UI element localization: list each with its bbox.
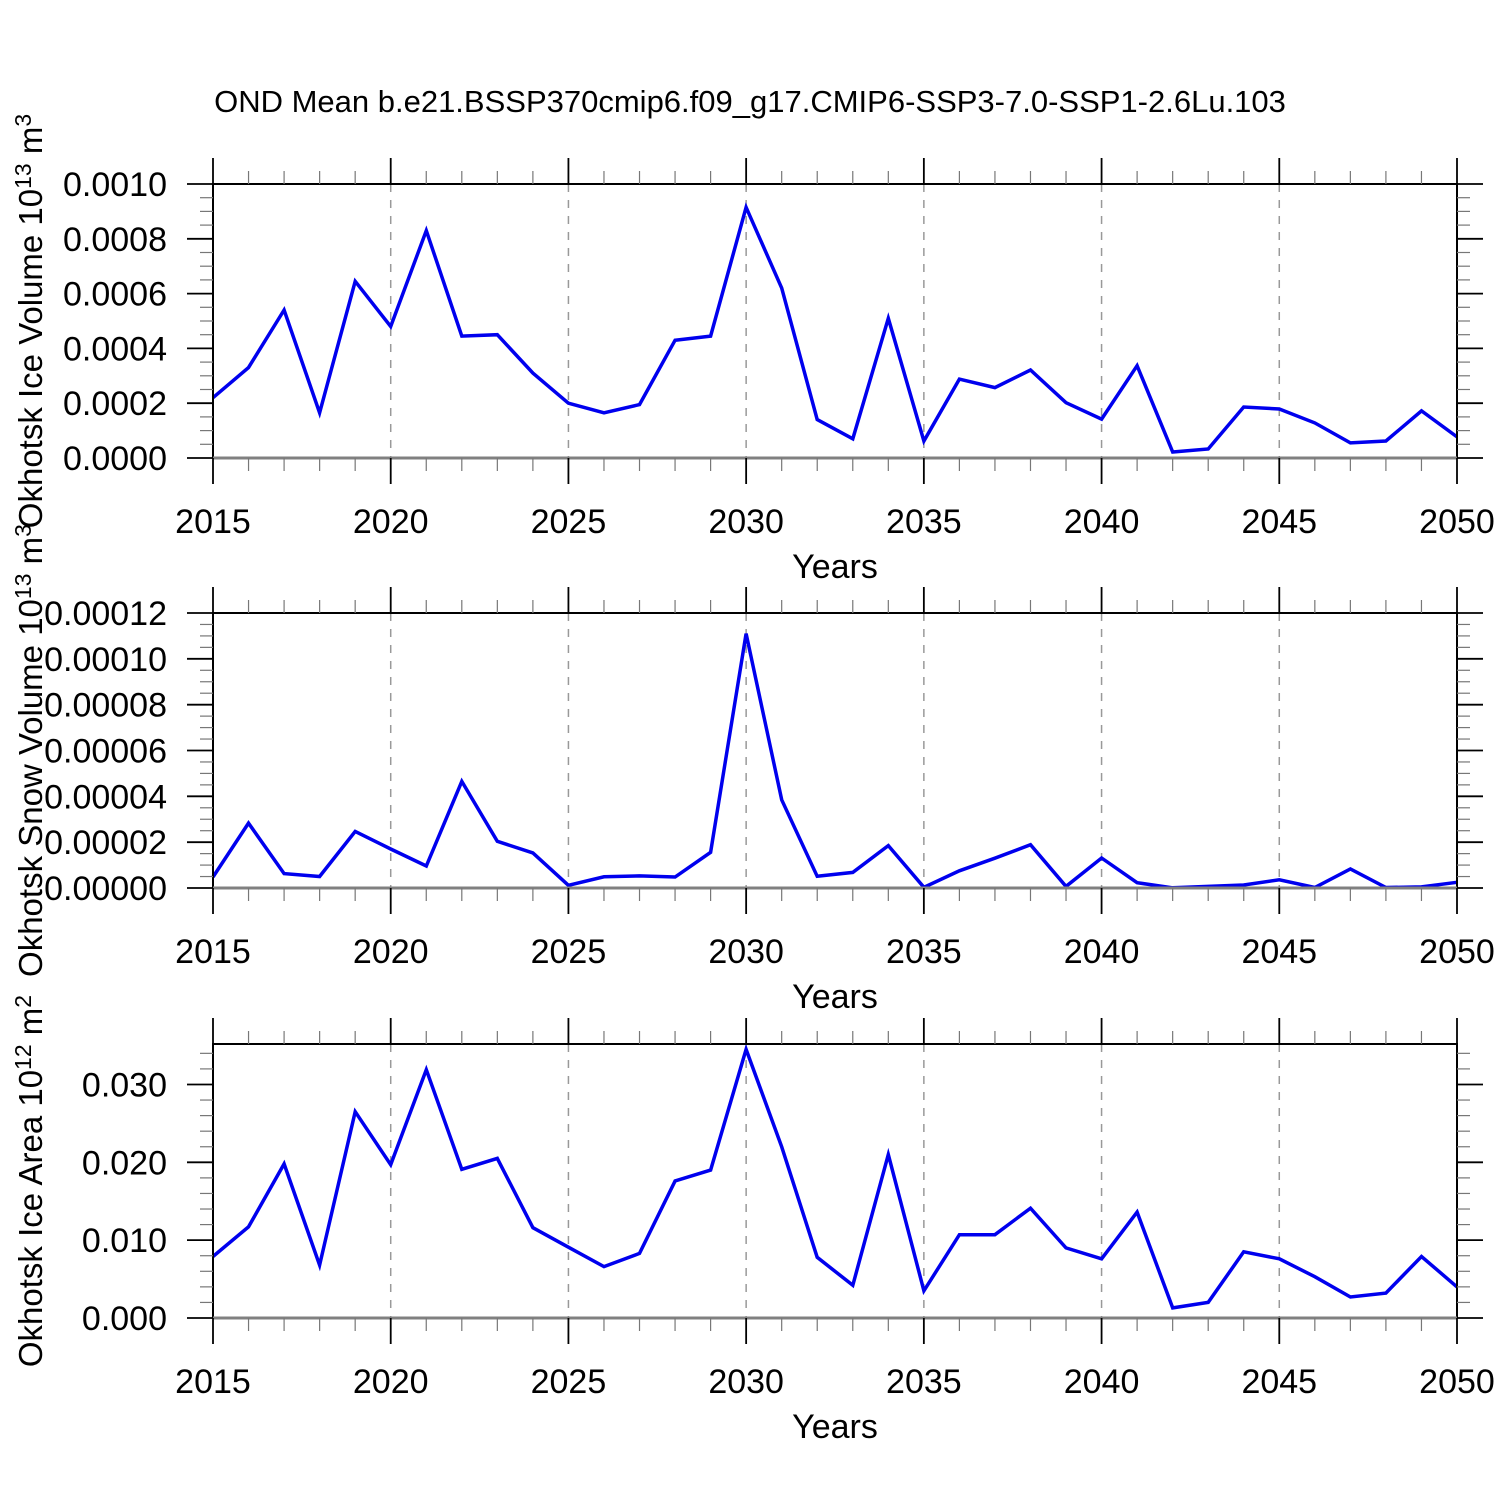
y-tick-label: 0.0006 — [63, 276, 167, 314]
y-axis-title: Okhotsk Ice Volume 1013​ m3​ — [10, 114, 49, 528]
x-tick-label: 2025 — [531, 933, 607, 971]
x-axis-title: Years — [792, 978, 878, 1016]
x-tick-label: 2045 — [1241, 503, 1317, 541]
x-tick-label: 2050 — [1419, 503, 1495, 541]
x-tick-label: 2045 — [1241, 933, 1317, 971]
x-tick-label: 2050 — [1419, 1363, 1495, 1401]
y-tick-label: 0.00008 — [44, 687, 167, 725]
x-tick-label: 2040 — [1064, 1363, 1140, 1401]
y-tick-label: 0.0010 — [63, 166, 167, 204]
x-tick-label: 2030 — [708, 1363, 784, 1401]
x-tick-label: 2030 — [708, 503, 784, 541]
okhotsk-ice-volume-series-line — [211, 202, 1459, 454]
x-tick-label: 2050 — [1419, 933, 1495, 971]
okhotsk-snow-volume-series-line — [211, 633, 1458, 890]
y-axis-title: Okhotsk Ice Area 1012​ m2​ — [10, 995, 49, 1367]
y-tick-label: 0.00004 — [44, 778, 167, 816]
okhotsk-ice-area-series-line — [211, 1043, 1459, 1310]
y-tick-label: 0.00006 — [44, 733, 167, 771]
x-tick-label: 2025 — [531, 503, 607, 541]
x-tick-label: 2020 — [353, 503, 429, 541]
x-tick-label: 2045 — [1241, 1363, 1317, 1401]
figure-title: OND Mean b.e21.BSSP370cmip6.f09_g17.CMIP… — [214, 84, 1286, 119]
y-tick-label: 0.0008 — [63, 221, 167, 259]
x-tick-label: 2015 — [175, 503, 251, 541]
y-tick-label: 0.0002 — [63, 385, 167, 423]
y-tick-label: 0.0004 — [63, 330, 167, 368]
x-tick-label: 2035 — [886, 1363, 962, 1401]
y-tick-label: 0.00002 — [44, 824, 167, 862]
x-axis-title: Years — [792, 548, 878, 586]
x-tick-label: 2040 — [1064, 503, 1140, 541]
y-tick-label: 0.020 — [82, 1144, 167, 1182]
x-tick-label: 2020 — [353, 933, 429, 971]
x-tick-label: 2015 — [175, 933, 251, 971]
x-tick-label: 2040 — [1064, 933, 1140, 971]
y-tick-label: 0.00000 — [44, 870, 167, 908]
y-tick-label: 0.00012 — [44, 595, 167, 633]
x-axis-title: Years — [792, 1408, 878, 1446]
x-tick-label: 2030 — [708, 933, 784, 971]
y-tick-label: 0.0000 — [63, 440, 167, 478]
y-tick-label: 0.030 — [82, 1066, 167, 1104]
y-tick-label: 0.000 — [82, 1300, 167, 1338]
x-tick-label: 2015 — [175, 1363, 251, 1401]
x-tick-label: 2020 — [353, 1363, 429, 1401]
y-tick-label: 0.010 — [82, 1222, 167, 1260]
y-tick-label: 0.00010 — [44, 641, 167, 679]
x-tick-label: 2035 — [886, 933, 962, 971]
x-tick-label: 2025 — [531, 1363, 607, 1401]
plot-frame — [212, 1043, 1458, 1319]
y-axis-title: Okhotsk Snow Volume 1013​ m3​ — [10, 524, 49, 977]
x-tick-label: 2035 — [886, 503, 962, 541]
